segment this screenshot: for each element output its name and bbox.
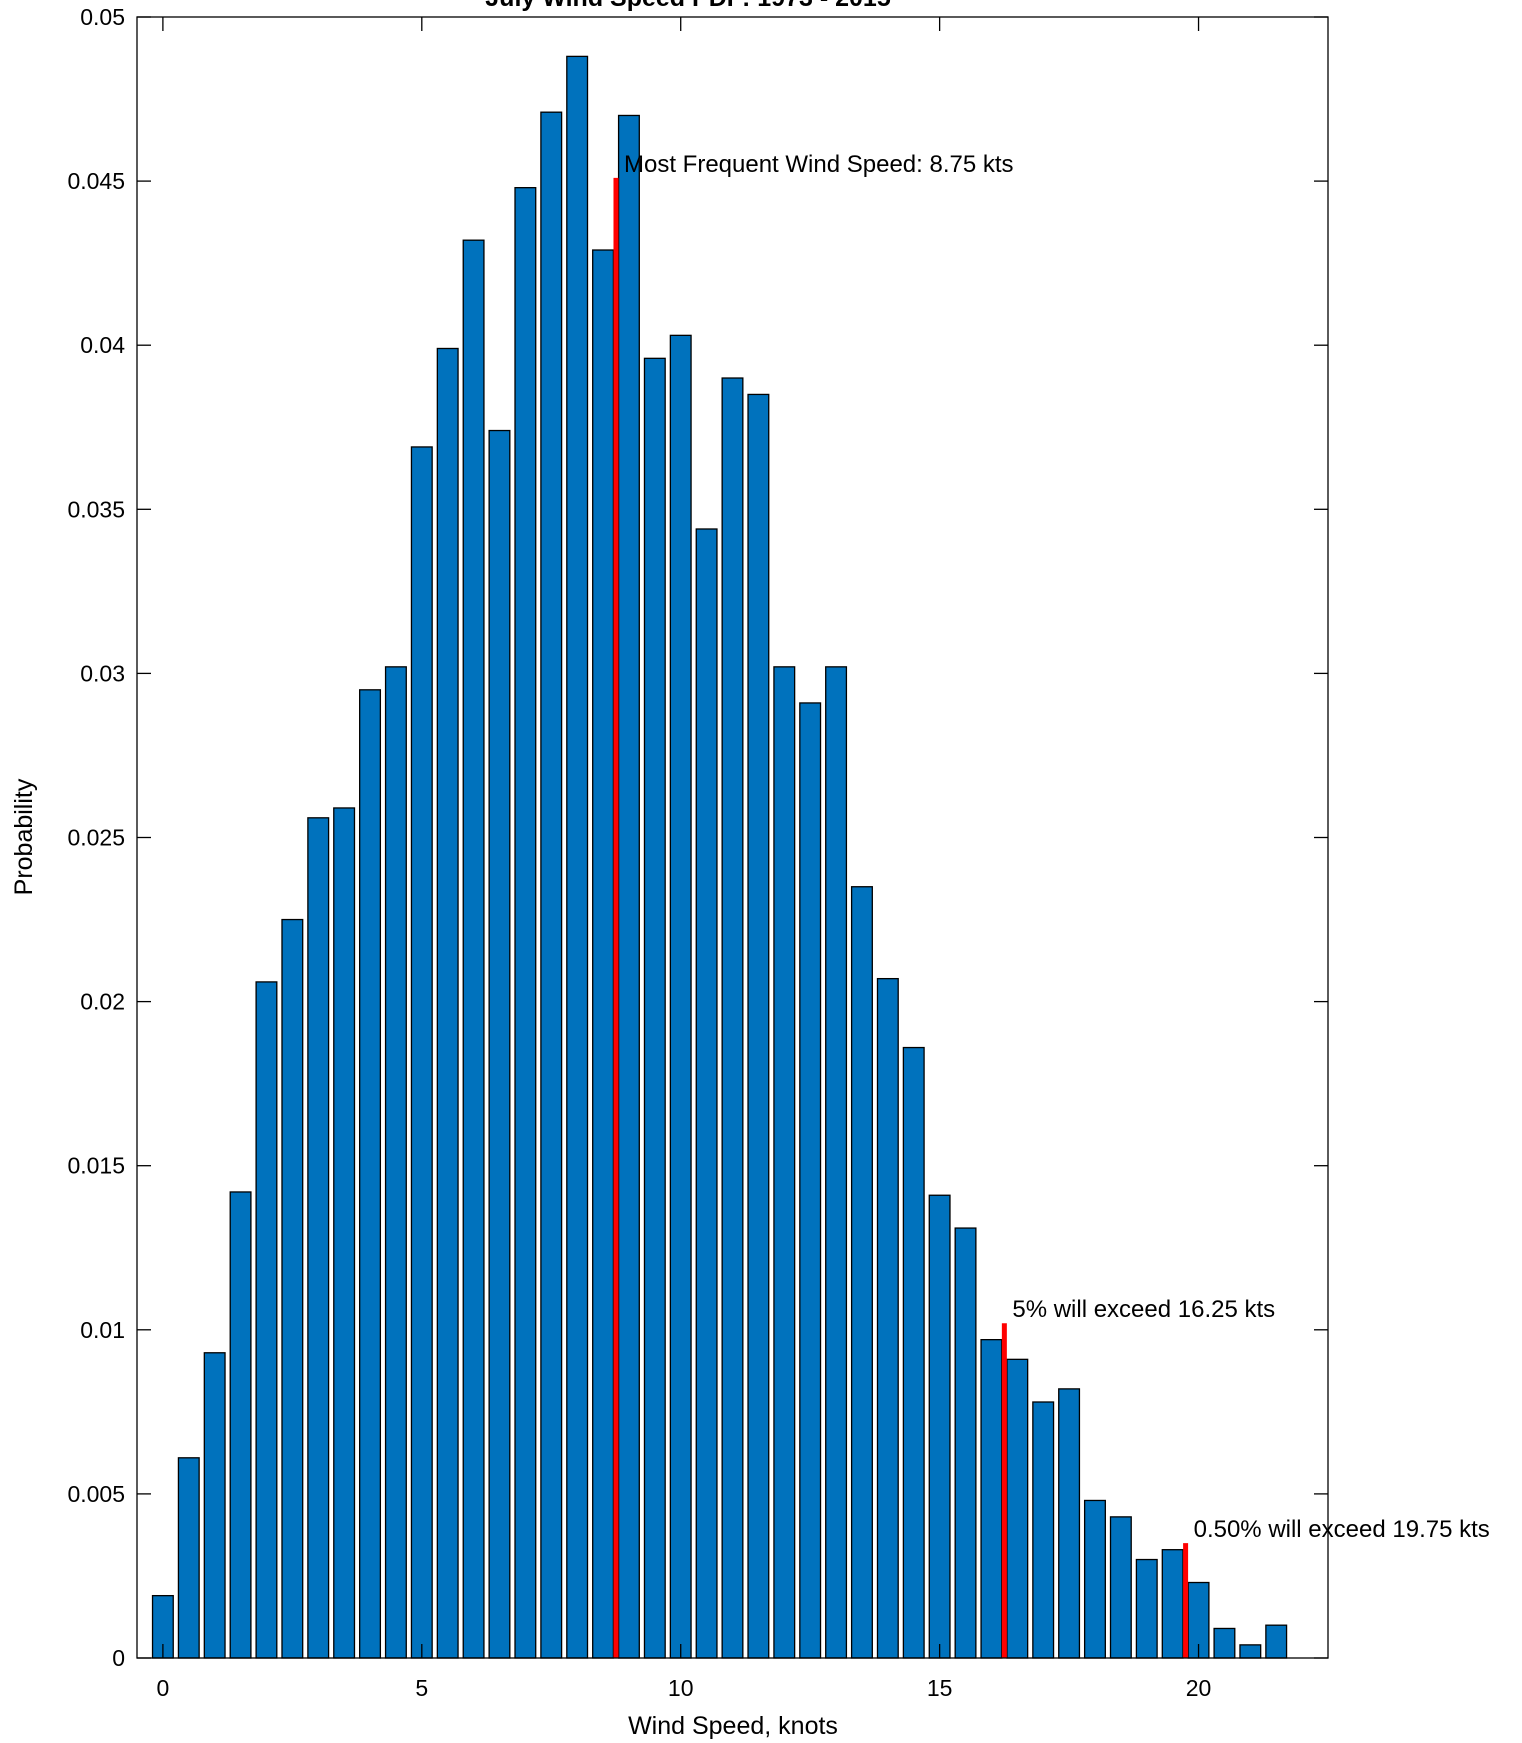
bar [1032, 1401, 1055, 1659]
bar [721, 377, 744, 1659]
y-tick-label: 0.015 [67, 1153, 125, 1179]
bar [540, 111, 563, 1659]
y-axis-label: Probability [10, 778, 38, 895]
y-tick-label: 0 [112, 1645, 125, 1671]
tick-label-group: 0 5 10 15 20 0 0.005 0.01 0.015 0.02 0.025 0.03 0.03… [67, 4, 1211, 1701]
x-tick-label: 5 [415, 1675, 428, 1701]
bar [566, 55, 589, 1659]
bar [1058, 1388, 1081, 1659]
bar [436, 347, 459, 1659]
bar [514, 187, 537, 1659]
y-tick-label: 0.03 [80, 660, 125, 686]
bar [643, 357, 666, 1659]
bar [333, 807, 356, 1659]
bar [850, 886, 873, 1659]
bar [876, 977, 899, 1659]
bar [617, 114, 640, 1659]
bar [1006, 1358, 1029, 1659]
x-axis-label: Wind Speed, knots [628, 1712, 838, 1740]
bar [1083, 1499, 1106, 1659]
bar [799, 702, 822, 1659]
y-tick-label: 0.04 [80, 332, 125, 358]
bar [410, 446, 433, 1659]
bar [954, 1227, 977, 1659]
bar [255, 981, 278, 1659]
chart-title: July Wind Speed PDF: 1973 - 2015 [485, 0, 891, 12]
y-tick-label: 0.01 [80, 1317, 125, 1343]
bar [902, 1046, 925, 1659]
marker-group: Most Frequent Wind Speed: 8.75 kts 5% wil… [613, 151, 1490, 1658]
bar [1109, 1516, 1132, 1659]
bar [1239, 1644, 1262, 1659]
bar [669, 334, 692, 1659]
marker-annotation: Most Frequent Wind Speed: 8.75 kts [624, 151, 1014, 178]
bar [462, 239, 485, 1659]
x-tick-label: 15 [927, 1675, 953, 1701]
bar [203, 1352, 226, 1659]
bar [1135, 1558, 1158, 1659]
x-tick-label: 0 [156, 1675, 169, 1701]
y-tick-label: 0.025 [67, 825, 125, 851]
bar [359, 689, 382, 1659]
y-tick-label: 0.05 [80, 4, 125, 30]
bar [1265, 1624, 1288, 1659]
bar [825, 666, 848, 1659]
y-tick-label: 0.045 [67, 168, 125, 194]
bar [307, 817, 330, 1659]
bar [980, 1339, 1003, 1659]
marker-annotation: 5% will exceed 16.25 kts [1012, 1296, 1275, 1323]
marker-annotation: 0.50% will exceed 19.75 kts [1194, 1516, 1490, 1543]
bar [488, 429, 511, 1659]
y-tick-label: 0.02 [80, 989, 125, 1015]
bar [747, 393, 770, 1659]
bar [592, 249, 615, 1659]
y-tick-label: 0.035 [67, 496, 125, 522]
bar [773, 666, 796, 1659]
bar [229, 1191, 252, 1659]
y-tick-label: 0.005 [67, 1481, 125, 1507]
bar [1213, 1627, 1236, 1659]
x-tick-label: 20 [1186, 1675, 1212, 1701]
x-tick-label: 10 [668, 1675, 694, 1701]
bar [928, 1194, 951, 1659]
bar-group [151, 55, 1288, 1659]
bar [1161, 1549, 1184, 1659]
bar [695, 528, 718, 1659]
bar [177, 1457, 200, 1659]
bar [281, 918, 304, 1659]
tick-group [137, 16, 1328, 1659]
bar [384, 666, 407, 1659]
